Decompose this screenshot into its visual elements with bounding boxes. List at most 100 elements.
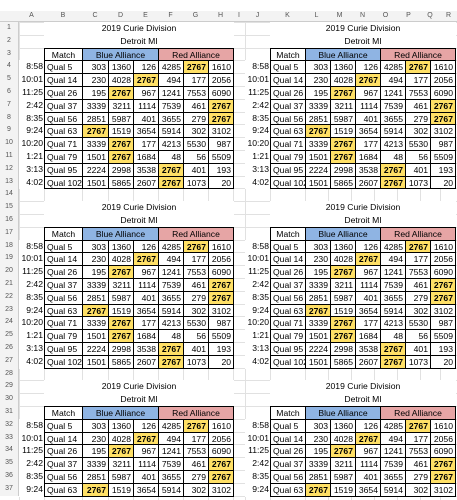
row-header[interactable]: 32 <box>0 418 19 432</box>
row-header[interactable]: 35 <box>0 457 19 470</box>
row-header[interactable]: 5 <box>0 73 19 86</box>
team-number: 2767 <box>208 98 234 113</box>
column-header[interactable]: A <box>29 12 34 19</box>
column-header[interactable]: B <box>60 12 66 19</box>
match-name: Qual 37 <box>270 278 306 292</box>
team-number: 2851 <box>305 290 331 305</box>
row-header[interactable]: 34 <box>0 444 19 458</box>
column-header[interactable]: H <box>217 12 224 19</box>
grid-line <box>19 150 457 151</box>
team-number: 2767 <box>158 175 184 190</box>
column-header[interactable]: G <box>192 12 199 19</box>
grid-line <box>19 111 457 113</box>
team-number: 230 <box>82 73 109 87</box>
team-number: 1114 <box>355 278 381 292</box>
grid-line <box>19 303 457 305</box>
match-name: Qual 102 <box>44 175 83 190</box>
row-header[interactable]: 36 <box>0 470 19 483</box>
row-header[interactable]: 22 <box>0 290 19 304</box>
match-time: 10:20 <box>19 137 45 151</box>
team-number: 2056 <box>208 73 234 87</box>
row-header[interactable]: 26 <box>0 342 19 355</box>
team-number: 461 <box>405 278 431 292</box>
row-header[interactable]: 13 <box>0 175 19 189</box>
row-header[interactable]: 27 <box>0 354 19 368</box>
column-header[interactable]: Q <box>427 12 433 19</box>
row-header[interactable]: 10 <box>0 137 19 150</box>
match-name: Qual 14 <box>44 252 83 267</box>
team-number: 5987 <box>330 470 356 484</box>
row-header[interactable]: 23 <box>0 303 19 317</box>
row-header[interactable]: 25 <box>0 329 19 342</box>
row-header[interactable]: 24 <box>0 316 19 330</box>
column-header[interactable]: D <box>117 12 124 19</box>
team-number: 193 <box>430 342 456 356</box>
red-alliance-header: Red Alliance <box>158 226 234 241</box>
team-number: 126 <box>133 60 159 75</box>
row-header[interactable]: 12 <box>0 162 19 176</box>
row-header[interactable]: 20 <box>0 265 19 278</box>
team-number: 401 <box>133 111 159 126</box>
team-number: 195 <box>82 444 109 459</box>
row-header[interactable]: 30 <box>0 393 19 406</box>
column-header[interactable]: I <box>238 12 240 19</box>
team-number: 7553 <box>183 265 209 279</box>
team-number: 987 <box>208 316 234 331</box>
team-number: 4285 <box>158 418 184 433</box>
match-name: Qual 79 <box>270 150 306 164</box>
team-number: 461 <box>183 98 209 113</box>
row-header[interactable]: 11 <box>0 150 19 163</box>
row-header[interactable]: 1 <box>0 22 19 35</box>
row-header[interactable]: 15 <box>0 201 19 214</box>
team-number: 4028 <box>108 252 134 267</box>
team-number: 2607 <box>133 354 159 369</box>
row-header[interactable]: 7 <box>0 98 19 112</box>
team-number: 3211 <box>330 278 356 292</box>
column-header[interactable]: M <box>336 12 343 19</box>
team-number: 126 <box>355 60 381 75</box>
row-header[interactable]: 29 <box>0 380 19 394</box>
row-header[interactable]: 4 <box>0 60 19 74</box>
red-alliance-header: Red Alliance <box>158 47 234 62</box>
team-number: 5509 <box>430 329 456 343</box>
column-header[interactable]: P <box>406 12 411 19</box>
row-header[interactable]: 17 <box>0 226 19 240</box>
row-header[interactable]: 28 <box>0 367 19 381</box>
column-header[interactable]: K <box>285 12 290 19</box>
row-header[interactable]: 16 <box>0 214 19 227</box>
row-header[interactable]: 9 <box>0 124 19 138</box>
row-header[interactable]: 18 <box>0 239 19 253</box>
team-number: 5865 <box>108 175 134 190</box>
match-time: 10:01 <box>19 73 45 87</box>
row-header[interactable]: 21 <box>0 278 19 291</box>
row-header[interactable]: 14 <box>0 188 19 202</box>
match-time: 9:24 <box>19 303 45 318</box>
column-header[interactable]: L <box>314 12 319 19</box>
column-header[interactable]: O <box>382 12 389 19</box>
row-header[interactable]: 19 <box>0 252 19 266</box>
row-header[interactable]: 6 <box>0 86 19 99</box>
column-header[interactable]: F <box>168 12 173 19</box>
row-header[interactable]: 8 <box>0 111 19 125</box>
row-header[interactable]: 31 <box>0 406 19 419</box>
column-header[interactable]: C <box>92 12 98 19</box>
block-subtitle: Detroit MI <box>44 34 234 49</box>
row-header[interactable]: 2 <box>0 34 19 48</box>
row-header[interactable]: 37 <box>0 482 19 496</box>
team-number: 3654 <box>133 303 159 318</box>
match-name: Qual 95 <box>270 162 306 177</box>
team-number: 1501 <box>305 150 331 164</box>
match-time: 8:35 <box>245 111 271 126</box>
team-number: 5914 <box>380 124 406 139</box>
column-header[interactable]: R <box>445 12 452 19</box>
team-number: 4285 <box>380 418 406 433</box>
team-number: 2767 <box>208 278 234 292</box>
column-header[interactable]: J <box>255 12 260 19</box>
row-header[interactable]: 33 <box>0 431 19 445</box>
column-header[interactable]: N <box>359 12 366 19</box>
row-header[interactable]: 3 <box>0 47 19 61</box>
team-number: 3538 <box>355 342 381 356</box>
match-time: 11:25 <box>19 86 45 100</box>
column-header[interactable]: E <box>143 12 148 19</box>
team-number: 2851 <box>82 290 109 305</box>
